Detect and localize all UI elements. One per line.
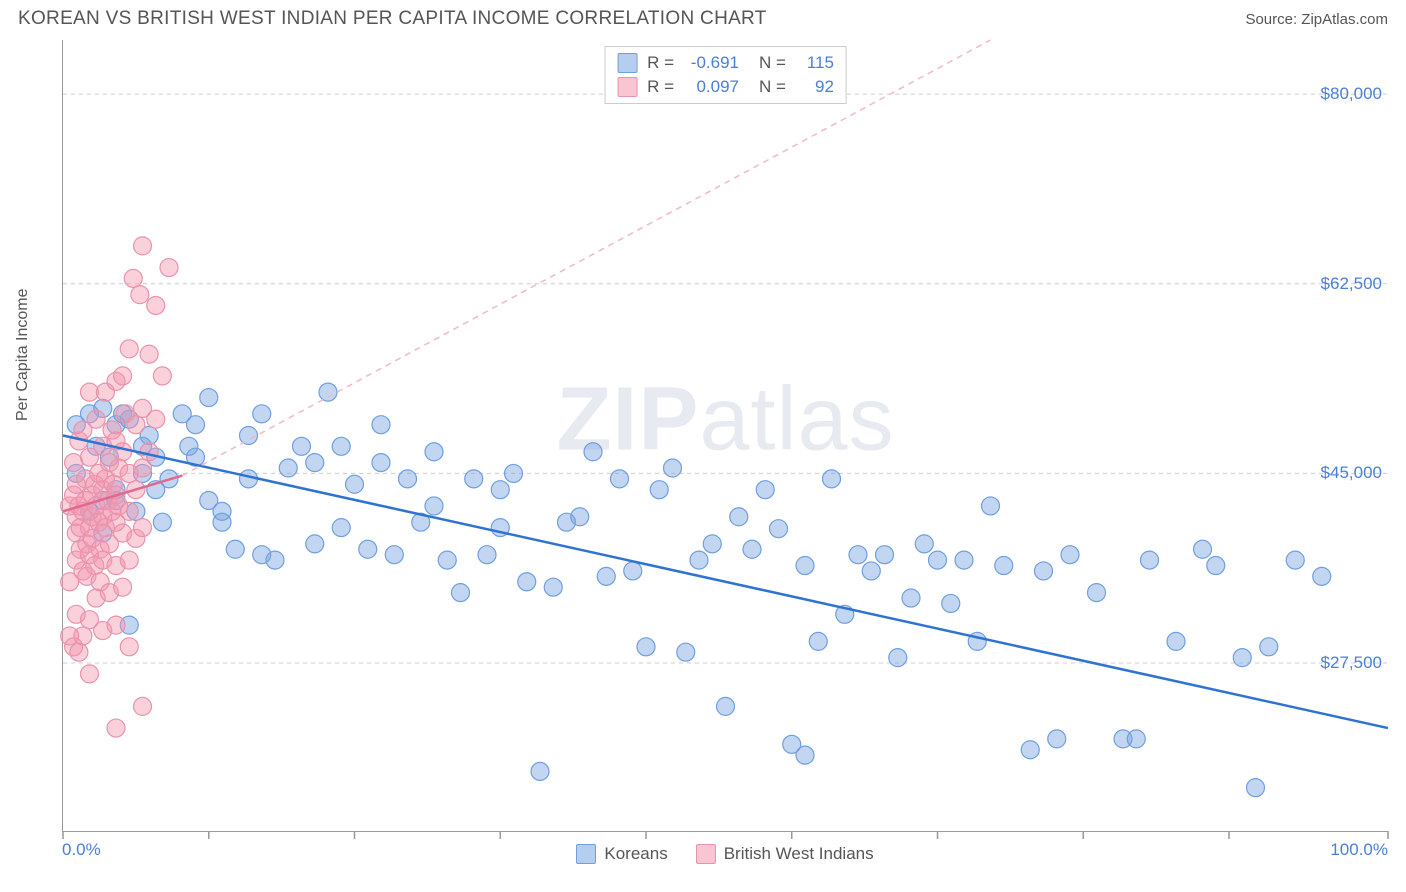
header: KOREAN VS BRITISH WEST INDIAN PER CAPITA… [0, 0, 1406, 34]
stats-legend-row: R = -0.691 N = 115 [617, 51, 834, 75]
stat-label-n: N = [759, 53, 786, 73]
legend-item: Koreans [576, 844, 667, 864]
plot-region: ZIPatlas R = -0.691 N = 115 R = 0.097 N … [62, 40, 1388, 832]
stat-label-n: N = [759, 77, 786, 97]
y-axis-label: Per Capita Income [14, 288, 32, 421]
legend-swatch [696, 844, 716, 864]
y-tick-label: $62,500 [1321, 274, 1382, 294]
series-legend: Koreans British West Indians [62, 844, 1388, 864]
legend-swatch [617, 53, 637, 73]
legend-swatch [617, 77, 637, 97]
chart-title: KOREAN VS BRITISH WEST INDIAN PER CAPITA… [18, 8, 767, 30]
chart-area: Per Capita Income ZIPatlas R = -0.691 N … [18, 40, 1388, 882]
y-tick-label: $80,000 [1321, 84, 1382, 104]
y-tick-label: $27,500 [1321, 653, 1382, 673]
plot-svg [63, 40, 1388, 831]
legend-item: British West Indians [696, 844, 874, 864]
stat-value-r: 0.097 [684, 77, 739, 97]
source-label: Source: ZipAtlas.com [1245, 11, 1388, 28]
stat-value-r: -0.691 [684, 53, 739, 73]
legend-label: British West Indians [724, 844, 874, 864]
stat-label-r: R = [647, 77, 674, 97]
stats-legend-row: R = 0.097 N = 92 [617, 75, 834, 99]
y-tick-label: $45,000 [1321, 463, 1382, 483]
stat-value-n: 115 [796, 53, 834, 73]
stats-legend: R = -0.691 N = 115 R = 0.097 N = 92 [604, 46, 847, 104]
stat-label-r: R = [647, 53, 674, 73]
stat-value-n: 92 [796, 77, 834, 97]
legend-swatch [576, 844, 596, 864]
legend-label: Koreans [604, 844, 667, 864]
